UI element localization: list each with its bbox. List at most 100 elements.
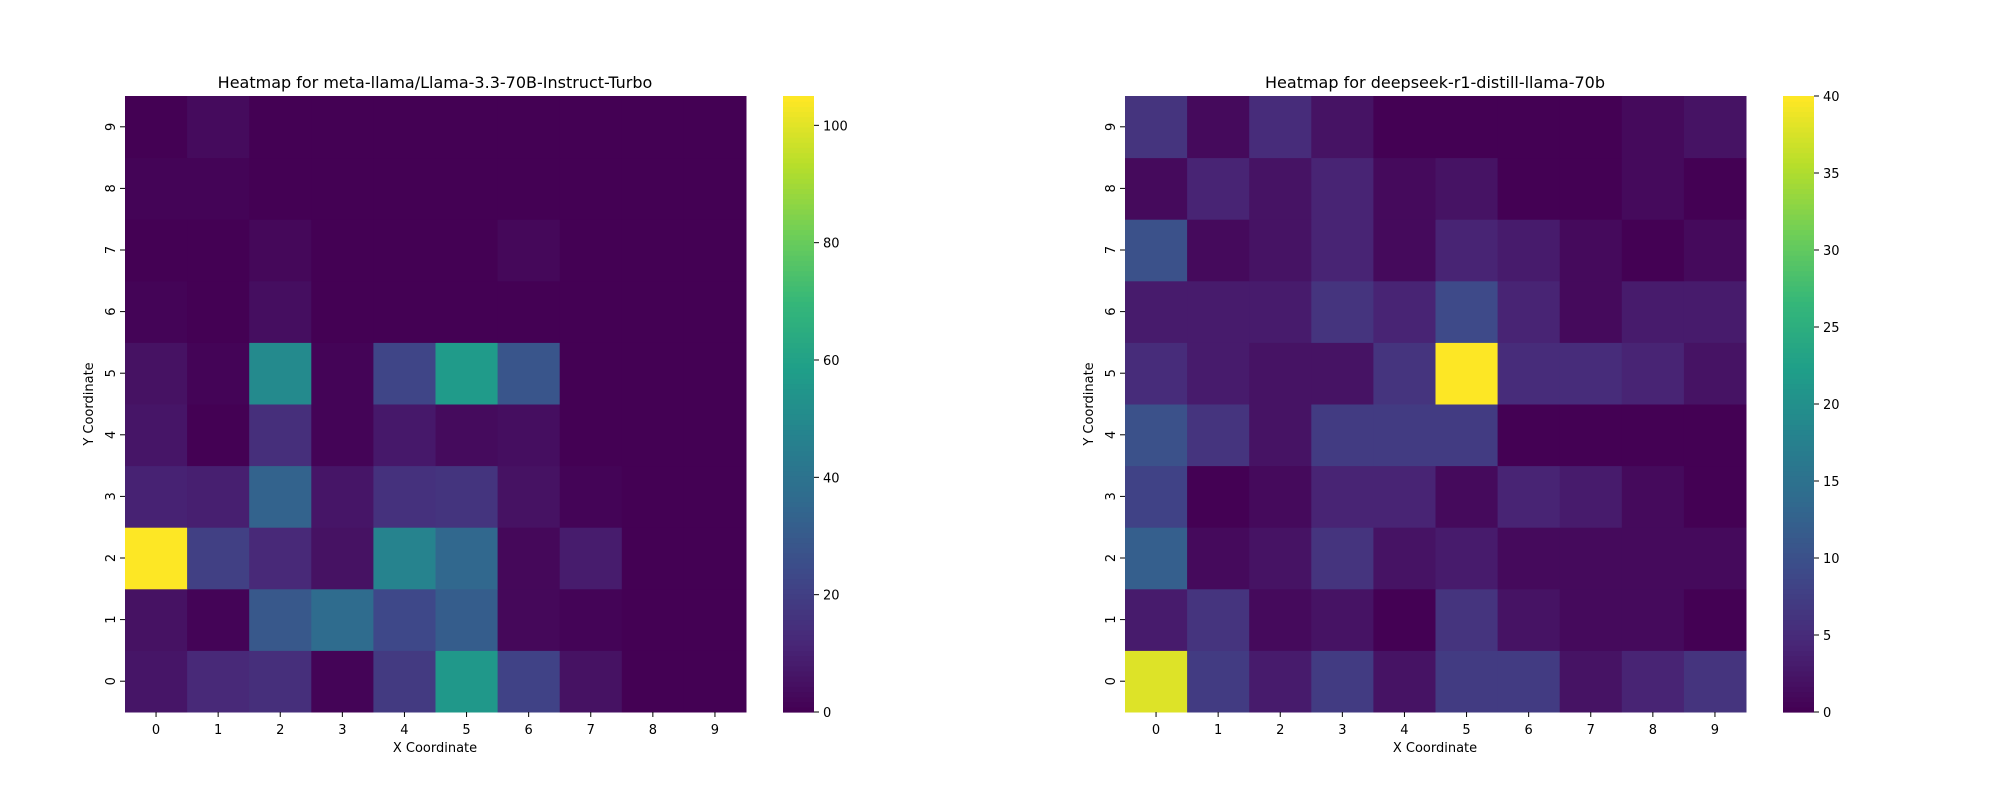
heatmap-cell-x9-y8 xyxy=(1683,157,1747,220)
colorbar-segment xyxy=(1783,681,1814,687)
colorbar-segment xyxy=(783,655,814,662)
colorbar-segment xyxy=(783,404,814,410)
colorbar-segment xyxy=(1783,198,1814,205)
colorbar-segment xyxy=(783,347,814,354)
heatmap-cell-x9-y9 xyxy=(1683,96,1747,159)
x-tick-label: 1 xyxy=(1214,723,1222,738)
colorbar-segment xyxy=(1783,378,1814,385)
heatmap-cell-x2-y4 xyxy=(1249,404,1312,467)
heatmap-cell-x5-y8 xyxy=(1435,157,1499,220)
colorbar-segment xyxy=(1783,203,1814,210)
colorbar-segment xyxy=(783,362,814,369)
colorbar-segment xyxy=(1783,670,1814,677)
colorbar-segment xyxy=(1783,563,1814,569)
heatmap-cell-x7-y0 xyxy=(1559,650,1623,713)
x-tick-label: 9 xyxy=(1711,723,1719,738)
colorbar-segment xyxy=(1783,414,1814,420)
colorbar-segment xyxy=(1783,593,1814,600)
colorbar-segment xyxy=(783,475,814,482)
heatmap-cell-x5-y7 xyxy=(435,219,499,282)
colorbar-segment xyxy=(1783,342,1814,349)
heatmap-cell-x8-y7 xyxy=(1621,219,1685,282)
heatmap-cell-x9-y4 xyxy=(1683,404,1747,467)
heatmap-cell-x1-y5 xyxy=(187,342,250,405)
colorbar-segment xyxy=(783,640,814,646)
x-tick-label: 3 xyxy=(338,723,346,738)
colorbar-segment xyxy=(1783,260,1814,266)
heatmap-cell-x4-y0 xyxy=(1373,650,1436,713)
heatmap-cell-x0-y1 xyxy=(125,588,188,651)
colorbar-segment xyxy=(1783,393,1814,400)
heatmap-cell-x5-y8 xyxy=(435,157,499,220)
colorbar-segment xyxy=(783,167,814,174)
y-tick-label: 7 xyxy=(104,246,119,254)
colorbar-segment xyxy=(1783,157,1814,164)
heatmap-cell-x1-y2 xyxy=(1187,527,1250,590)
heatmap-cell-x6-y3 xyxy=(497,465,561,528)
colorbar-segment xyxy=(783,701,814,708)
heatmap-cell-x0-y8 xyxy=(1125,157,1188,220)
heatmap-cell-x3-y0 xyxy=(1311,650,1374,713)
heatmap-cell-x4-y2 xyxy=(373,527,436,590)
heatmap-cell-x9-y3 xyxy=(683,465,747,528)
colorbar-segment xyxy=(1783,552,1814,559)
colorbar-segment xyxy=(1783,178,1814,184)
heatmap-cell-x7-y6 xyxy=(1559,280,1623,343)
heatmap-cell-x7-y5 xyxy=(559,342,623,405)
colorbar-segment xyxy=(783,419,814,426)
heatmap-cell-x1-y3 xyxy=(1187,465,1250,528)
heatmap-cell-x9-y0 xyxy=(683,650,747,713)
colorbar-segment xyxy=(1783,219,1814,225)
heatmap-cell-x1-y7 xyxy=(1187,219,1250,282)
colorbar-segment xyxy=(783,234,814,241)
y-tick-label: 1 xyxy=(1104,615,1119,623)
chart-title: Heatmap for meta-llama/Llama-3.3-70B-Ins… xyxy=(218,73,653,92)
colorbar-segment xyxy=(1783,352,1814,359)
heatmap-cell-x4-y5 xyxy=(373,342,436,405)
colorbar-segment xyxy=(783,393,814,400)
heatmap-cell-x9-y0 xyxy=(1683,650,1747,713)
colorbar-segment xyxy=(783,142,814,148)
colorbar-segment xyxy=(783,609,814,616)
heatmap-cell-x0-y9 xyxy=(125,96,188,159)
heatmap-cell-x5-y4 xyxy=(435,404,499,467)
colorbar-segment xyxy=(1783,255,1814,261)
heatmap-cell-x5-y5 xyxy=(435,342,499,405)
colorbar-segment xyxy=(783,332,814,338)
colorbar-segment xyxy=(783,311,814,318)
colorbar-segment xyxy=(1783,409,1814,415)
colorbar-segment xyxy=(783,573,814,580)
heatmap-cell-x4-y9 xyxy=(373,96,436,159)
colorbar-segment xyxy=(783,629,814,636)
colorbar-segment xyxy=(1783,501,1814,508)
colorbar-segment xyxy=(783,296,814,302)
heatmap-cell-x6-y2 xyxy=(1497,527,1561,590)
colorbar-tick-label: 5 xyxy=(1823,629,1831,644)
colorbar-segment xyxy=(1783,439,1814,446)
heatmap-cell-x8-y3 xyxy=(621,465,685,528)
heatmap-cell-x1-y3 xyxy=(187,465,250,528)
colorbar-segment xyxy=(783,522,814,528)
colorbar-segment xyxy=(783,706,814,713)
heatmap-cell-x0-y0 xyxy=(1125,650,1188,713)
heatmap-cell-x0-y8 xyxy=(125,157,188,220)
heatmap-cell-x0-y5 xyxy=(1125,342,1188,405)
heatmap-cell-x2-y2 xyxy=(249,527,312,590)
colorbar-segment xyxy=(1783,167,1814,174)
heatmap-cell-x3-y8 xyxy=(1311,157,1374,220)
colorbar-segment xyxy=(783,604,814,610)
colorbar-tick-label: 40 xyxy=(1823,90,1840,105)
colorbar-segment xyxy=(1783,327,1814,333)
heatmap-cell-x3-y1 xyxy=(311,588,374,651)
heatmap-cell-x6-y1 xyxy=(1497,588,1561,651)
colorbar-segment xyxy=(783,439,814,446)
heatmap-cell-x7-y9 xyxy=(559,96,623,159)
colorbar-segment xyxy=(783,532,814,539)
colorbar-segment xyxy=(783,280,814,287)
heatmap-cell-x9-y6 xyxy=(683,280,747,343)
heatmap-cell-x6-y1 xyxy=(497,588,561,651)
colorbar-tick-label: 100 xyxy=(823,119,848,134)
heatmap-cell-x9-y8 xyxy=(683,157,747,220)
colorbar-segment xyxy=(1783,316,1814,323)
colorbar-segment xyxy=(783,116,814,123)
